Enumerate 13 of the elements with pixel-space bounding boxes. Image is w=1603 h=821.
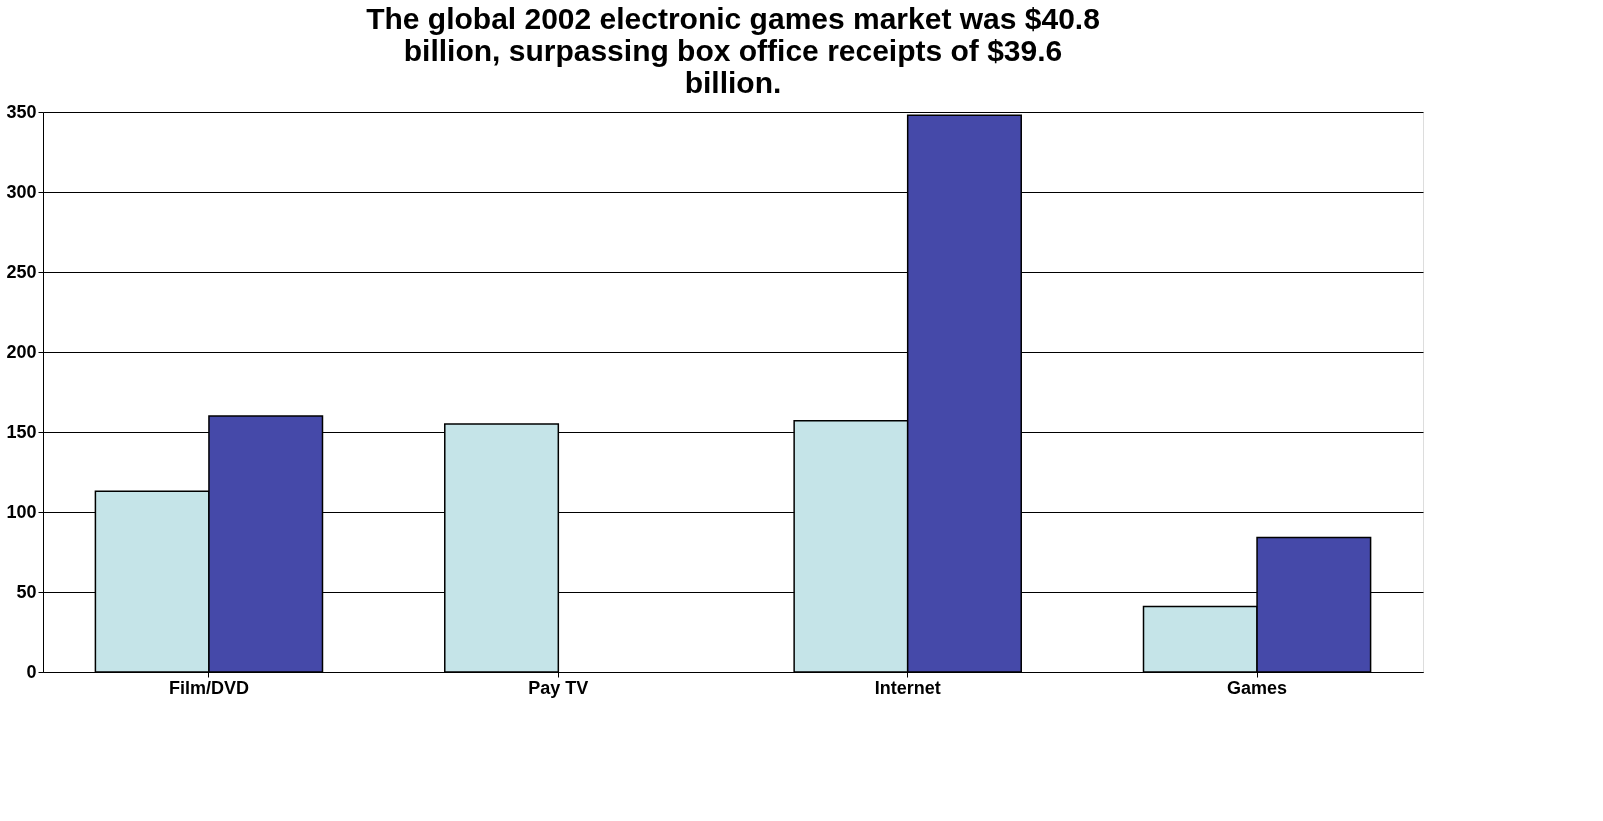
y-tick-label: 100 [6,501,37,522]
y-tick-label: 50 [16,581,37,602]
x-tick-label: Games [1227,677,1288,698]
x-tick-label: Internet [874,677,941,698]
text: The global 2002 electronic games market was $40.8 billion, surpassing box office receipts of $39.6 billion. [366,2,1100,99]
y-tick-label: 250 [6,261,37,282]
y-tick-label: 0 [26,661,37,682]
x-tick-label: Pay TV [528,677,589,698]
y-tick-label: 150 [6,421,37,442]
y-tick-label: 200 [6,341,37,362]
x-tick-label: Film/DVD [168,677,249,698]
y-tick-label: 300 [6,181,37,202]
y-tick-label: 350 [6,101,37,122]
